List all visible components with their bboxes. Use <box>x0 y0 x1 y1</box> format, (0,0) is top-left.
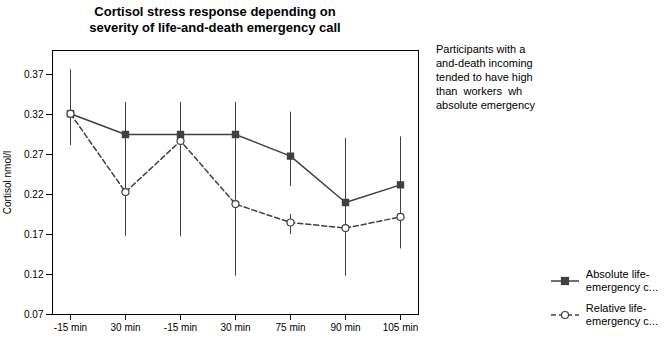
html-text:Cortisol stress response depen: Cortisol stress response depending on se… <box>89 4 341 35</box>
svg-text:-15 min: -15 min <box>164 322 197 333</box>
svg-text:0.27: 0.27 <box>24 149 44 160</box>
svg-text:0.37: 0.37 <box>24 69 44 80</box>
html-text:Absolute life- emergency c...: Absolute life- emergency c... <box>585 268 658 293</box>
svg-text:30 min: 30 min <box>220 322 250 333</box>
svg-text:Cortisol nmol/l: Cortisol nmol/l <box>2 151 13 214</box>
svg-text:0.07: 0.07 <box>24 309 44 320</box>
svg-text:75 min: 75 min <box>275 322 305 333</box>
svg-text:30 min: 30 min <box>110 322 140 333</box>
svg-text:0.17: 0.17 <box>24 229 44 240</box>
svg-text:0.22: 0.22 <box>24 189 44 200</box>
html-text:Relative life- emergency c...: Relative life- emergency c... <box>585 302 658 327</box>
svg-text:0.32: 0.32 <box>24 109 44 120</box>
svg-text:90 min: 90 min <box>330 322 360 333</box>
svg-text:105 min: 105 min <box>383 322 419 333</box>
html-text:Participants with a and-death: Participants with a and-death incoming t… <box>436 43 536 111</box>
svg-text:0.12: 0.12 <box>24 269 44 280</box>
svg-text:-15 min: -15 min <box>54 322 87 333</box>
